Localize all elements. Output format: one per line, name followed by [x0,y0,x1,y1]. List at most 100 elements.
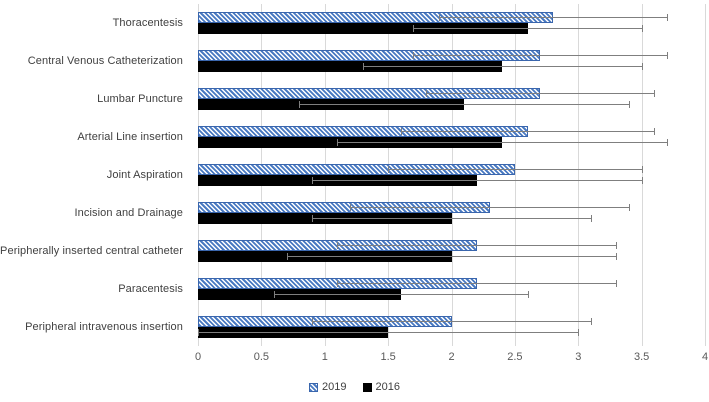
bar-group [198,42,705,80]
error-bar-cap [299,101,301,108]
error-bar-cap [666,14,668,21]
x-tick-label: 2 [448,351,455,363]
plot-area [198,4,706,346]
gridline [578,4,580,346]
error-bar-cap [628,204,630,211]
category-label: Central Venous Catheterization [27,55,183,67]
error-bar-cap [616,253,618,260]
bar-track [198,240,705,251]
error-bar-cap [628,101,630,108]
category-label: Paracentesis [118,283,183,295]
bar-track [198,50,705,61]
gridline [705,4,706,346]
bar-rows [198,4,705,346]
error-bar [274,294,528,295]
bar-track [198,164,705,175]
error-bar [388,169,642,170]
bar-track [198,12,705,23]
error-bar-cap [312,215,314,222]
bar-track [198,289,705,300]
error-bar-cap [527,291,529,298]
bar-2016-central-venous-catheterization [198,61,503,72]
x-tick-label: 2.5 [507,351,523,363]
category-label: Incision and Drainage [74,207,183,219]
bar-track [198,88,705,99]
error-bar-cap [578,329,580,336]
error-bar-cap [350,204,352,211]
gridline [514,4,516,346]
bar-group [198,80,705,118]
bar-track [198,316,705,327]
legend: 2019 2016 [0,381,709,393]
bar-group [198,118,705,156]
x-tick-label: 1 [321,351,328,363]
bar-2016-thoracentesis [198,23,528,34]
legend-label: 2016 [375,381,400,393]
error-bar-cap [666,52,668,59]
gridline [641,4,643,346]
error-bar [413,28,642,29]
error-bar-cap [641,177,643,184]
error-bar [337,245,617,246]
error-bar-cap [198,329,199,336]
legend-swatch-2019-icon [309,382,319,392]
error-bar [426,93,655,94]
error-bar-cap [388,166,390,173]
bar-group [198,308,705,346]
error-bar [400,131,655,132]
x-tick-label: 3.5 [633,351,650,363]
bar-track [198,278,705,289]
bar-track [198,137,705,148]
bar-group [198,270,705,308]
error-bar-cap [337,139,339,146]
category-label: Arterial Line insertion [77,131,183,143]
error-bar-cap [641,63,643,70]
error-bar-cap [616,280,618,287]
error-bar-cap [312,177,314,184]
bar-group [198,4,705,42]
error-bar-cap [337,242,339,249]
category-label: Joint Aspiration [106,169,183,181]
error-bar [350,207,629,208]
error-bar [312,218,591,219]
error-bar-cap [590,318,592,325]
error-bar-cap [312,318,314,325]
error-bar-cap [641,25,643,32]
error-bar [198,332,579,333]
category-label: Lumbar Puncture [97,93,183,105]
bar-track [198,202,705,213]
bar-group [198,156,705,194]
error-bar-cap [654,128,656,135]
error-bar-cap [274,291,276,298]
error-bar-cap [641,166,643,173]
error-bar [286,256,617,257]
error-bar-cap [654,90,656,97]
bar-group [198,194,705,232]
category-label: Thoracentesis [112,17,183,29]
legend-item-2016: 2016 [362,381,400,393]
error-bar-cap [337,280,339,287]
error-bar-cap [413,52,415,59]
error-bar [438,17,667,18]
bar-track [198,61,705,72]
bar-track [198,23,705,34]
bar-track [198,213,705,224]
error-bar [337,283,617,284]
category-axis: Thoracentesis Central Venous Catheterizat… [0,4,190,346]
category-label: Peripheral intravenous insertion [25,321,183,333]
error-bar-cap [438,14,440,21]
error-bar [413,55,667,56]
error-bar-cap [413,25,415,32]
x-tick-label: 1.5 [380,351,396,363]
legend-label: 2019 [322,381,347,393]
x-tick-label: 0 [194,351,202,363]
x-tick-label: 4 [701,351,709,363]
x-tick-label: 0.5 [253,351,270,363]
bar-group [198,232,705,270]
bar-track [198,175,705,186]
x-axis: 0 0.5 1 1.5 2 2.5 3 3.5 4 [0,351,709,365]
x-tick-label: 3 [575,351,582,363]
legend-swatch-2016-icon [362,382,372,392]
error-bar [299,104,629,105]
